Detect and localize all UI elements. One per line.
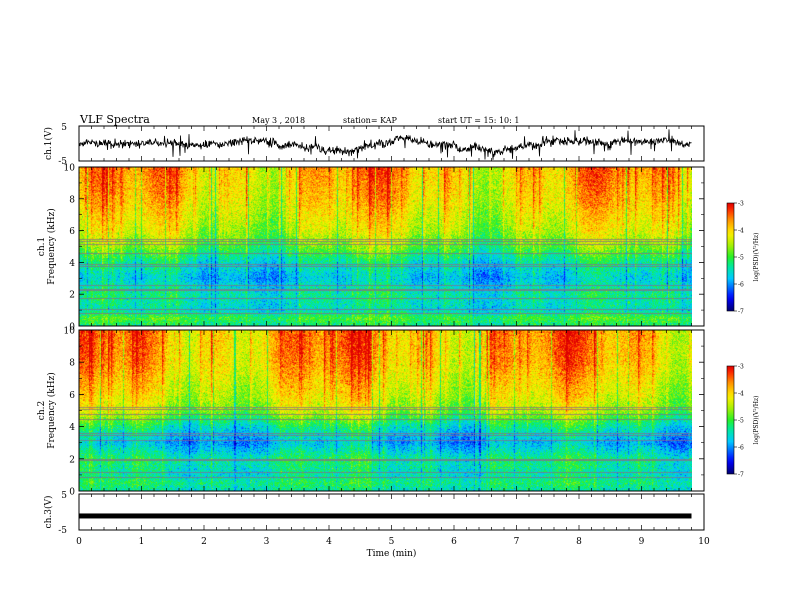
time-tick-label: 7 (514, 537, 520, 547)
ch3-voltage-ylabel: ch.3(V) (43, 496, 54, 529)
ch1-voltage-ylabel: ch.1(V) (43, 127, 54, 160)
ch1-spectrogram-ytick-label: 4 (69, 259, 75, 269)
time-tick-label: 4 (326, 537, 332, 547)
ch3-voltage-ytick-label: 5 (61, 491, 67, 501)
ch1-spectrogram-colorbar-tick-label: -6 (738, 282, 744, 289)
ch2-spectrogram-ytick-label: 2 (69, 455, 75, 465)
ch2-spectrogram-ytick-label: 0 (69, 488, 75, 498)
ch2-spectrogram-colorbar-tick-label: -5 (738, 418, 744, 425)
time-tick-label: 9 (639, 537, 645, 547)
ch2-spectrogram-heatmap (79, 330, 692, 491)
ch2-spectrogram-colorbar (726, 365, 735, 475)
ch1-spectrogram-ylabel: ch.1Frequency (kHz) (37, 208, 57, 285)
time-tick-label: 3 (264, 537, 270, 547)
ch2-spectrogram-ytick-label: 10 (64, 327, 76, 337)
station-label: station= KAP (343, 116, 398, 125)
ch1-spectrogram-colorbar-tick-label: -7 (738, 309, 744, 316)
time-tick-label: 1 (139, 537, 145, 547)
time-tick-label: 5 (389, 537, 395, 547)
time-tick-label: 6 (451, 537, 457, 547)
ch1-spectrogram-ytick-label: 10 (64, 164, 76, 174)
ch1-spectrogram-ytick-label: 6 (69, 227, 75, 237)
time-tick-label: 0 (76, 537, 82, 547)
ch1-voltage-ytick-label: 5 (61, 123, 67, 133)
time-tick-label: 2 (201, 537, 207, 547)
figure-title: VLF Spectra (79, 113, 150, 126)
figure-header: VLF Spectra May 3 , 2018 station= KAP st… (79, 113, 519, 126)
start-time-label: start UT = 15: 10: 1 (438, 116, 519, 125)
axis-labels: 5 -5 ch.1(V) 0 2 4 6 8 10 ch.1Frequency (kHz) 0 2 4 6… (37, 123, 75, 536)
axis-ticks (78, 126, 705, 530)
ch1-voltage-trace (78, 129, 692, 160)
ch1-spectrogram-ytick-label: 0 (69, 323, 75, 333)
ch1-voltage-ytick-label: -5 (58, 157, 67, 167)
spectrogram-images (79, 167, 692, 491)
voltage-traces (78, 129, 692, 519)
ch1-spectrogram-colorbar-tick-label: -3 (738, 201, 744, 208)
time-tick-label: 10 (698, 537, 710, 547)
ch1-spectrogram-ytick-label: 2 (69, 291, 75, 301)
ch3-voltage-trace (79, 513, 692, 519)
ch1-spectrogram-colorbar-tick-label: -5 (738, 255, 744, 262)
ch1-spectrogram-ytick-label: 8 (69, 195, 75, 205)
ch3-voltage-frame (78, 493, 705, 531)
ch1-spectrogram-colorbar-label: log(PSD)(V²/Hz) (753, 233, 760, 282)
ch2-spectrogram-colorbar-label: log(PSD)(V²/Hz) (753, 396, 760, 445)
ch1-spectrogram-colorbar (726, 202, 735, 312)
time-axis: 0 1 2 3 4 5 6 7 8 9 10 Time (min) (76, 537, 710, 559)
ch3-voltage-ytick-label: -5 (58, 526, 67, 536)
time-axis-label: Time (min) (367, 548, 417, 559)
recording-date: May 3 , 2018 (252, 116, 305, 125)
ch2-spectrogram-ytick-label: 6 (69, 391, 75, 401)
colorbars: -3 -4 -5 -6 -7 log(PSD)(V²/Hz) -3 -4 -5 -6 -7 log(P… (726, 201, 760, 479)
ch2-spectrogram-ylabel: ch.2Frequency (kHz) (37, 372, 57, 449)
ch1-spectrogram-heatmap (79, 167, 692, 326)
ch2-spectrogram-ytick-label: 4 (69, 423, 75, 433)
time-tick-label: 8 (576, 537, 582, 547)
ch2-spectrogram-colorbar-tick-label: -7 (738, 472, 744, 479)
ch1-spectrogram-colorbar-tick-label: -4 (738, 228, 744, 235)
ch2-spectrogram-ytick-label: 8 (69, 359, 75, 369)
ch2-spectrogram-colorbar-tick-label: -4 (738, 391, 744, 398)
ch2-spectrogram-colorbar-tick-label: -6 (738, 445, 744, 452)
ch2-spectrogram-colorbar-tick-label: -3 (738, 364, 744, 371)
